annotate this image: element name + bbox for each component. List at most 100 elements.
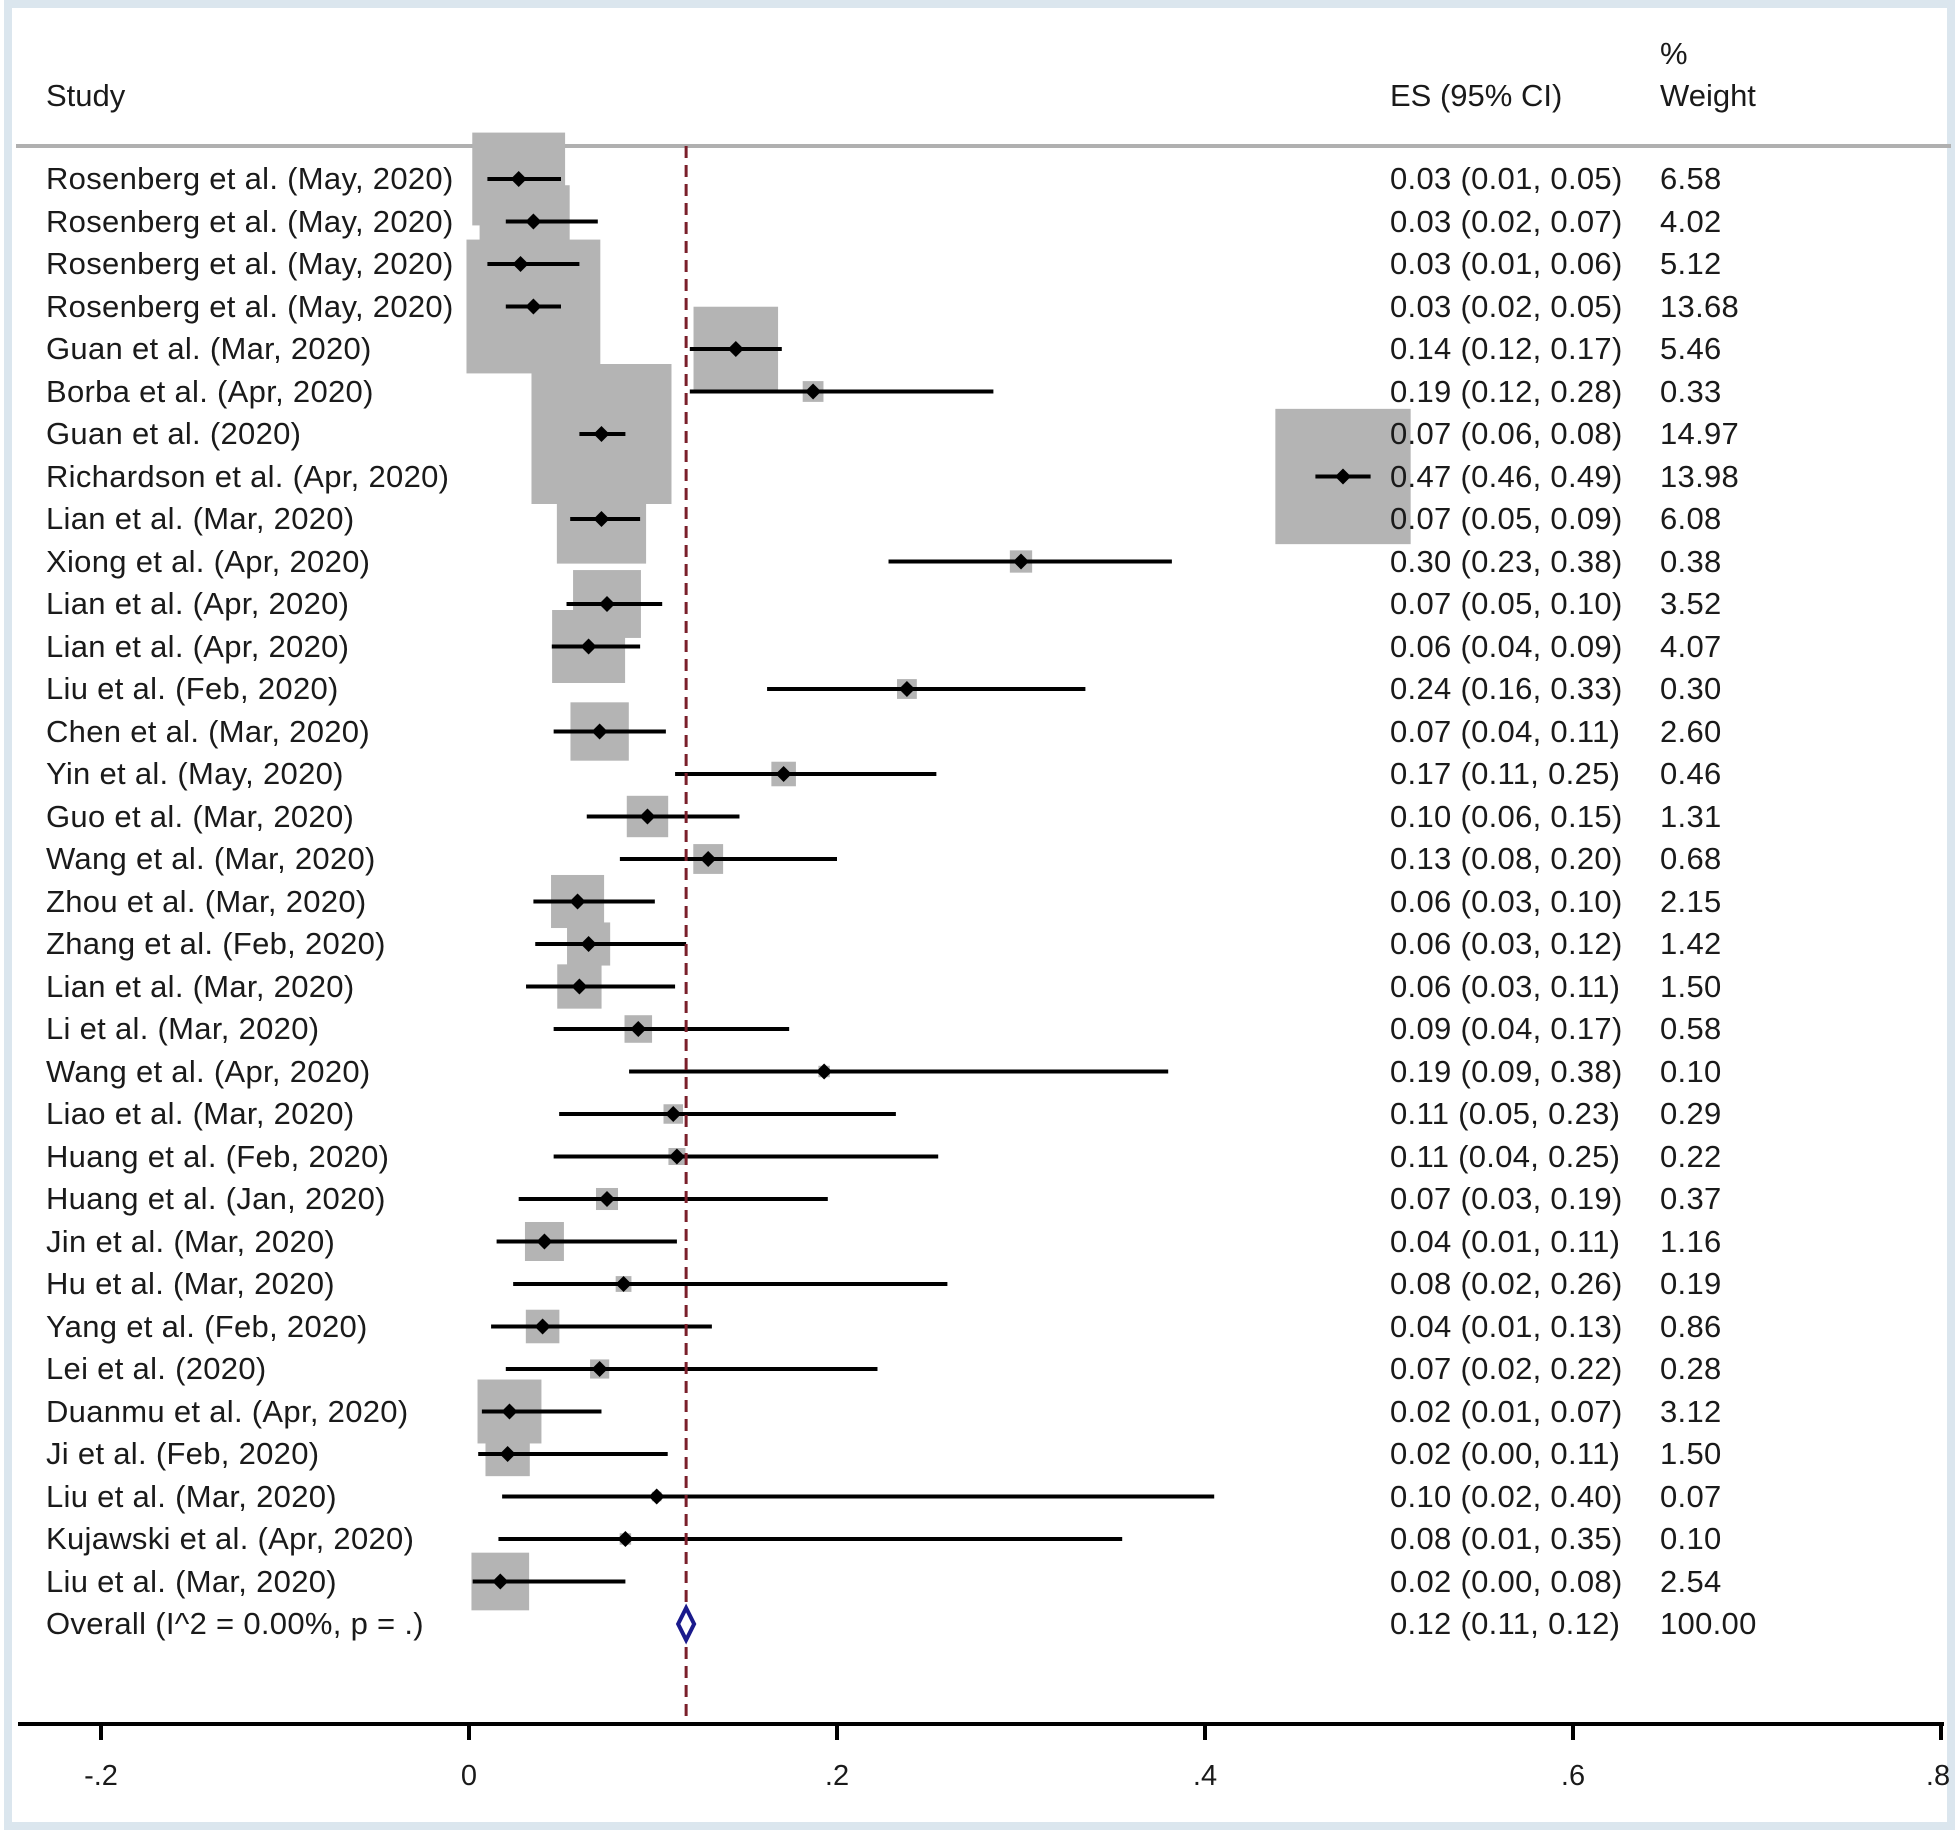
- study-label: Huang et al. (Feb, 2020): [46, 1138, 390, 1174]
- es-ci-text: 0.14 (0.12, 0.17): [1390, 331, 1623, 366]
- x-tick-label-3: .2: [824, 1760, 850, 1792]
- point-marker-21: [630, 1021, 647, 1037]
- es-ci-text: 0.02 (0.00, 0.11): [1390, 1436, 1621, 1471]
- es-ci-text: 0.11 (0.04, 0.25): [1390, 1138, 1621, 1174]
- study-label: Lei et al. (2020): [46, 1351, 267, 1386]
- weight-text: 13.68: [1660, 288, 1740, 324]
- x-tick-label-1: -.2: [84, 1760, 118, 1792]
- point-marker-1: [510, 171, 527, 187]
- weight-text: 0.10: [1660, 1053, 1722, 1089]
- study-label: Zhang et al. (Feb, 2020): [46, 926, 386, 961]
- point-marker-23: [665, 1106, 682, 1122]
- x-tick-label-2: 0: [460, 1760, 478, 1792]
- study-label: Liu et al. (Feb, 2020): [46, 671, 339, 706]
- study-label: Lian et al. (Mar, 2020): [46, 968, 355, 1004]
- point-marker-9: [593, 511, 610, 527]
- study-label: Guo et al. (Mar, 2020): [46, 798, 355, 834]
- weight-text: 0.07: [1660, 1478, 1722, 1514]
- es-ci-text: 0.09 (0.04, 0.17): [1390, 1011, 1623, 1046]
- study-label: Liu et al. (Mar, 2020): [46, 1478, 337, 1514]
- weight-text: 2.54: [1660, 1563, 1722, 1599]
- weight-text: 0.30: [1660, 671, 1722, 706]
- weight-text: 0.33: [1660, 373, 1722, 409]
- point-marker-18: [569, 893, 586, 910]
- weight-text: 6.08: [1660, 501, 1722, 536]
- es-ci-text: 0.06 (0.03, 0.10): [1390, 883, 1623, 919]
- point-marker-28: [534, 1318, 551, 1335]
- point-marker-6: [805, 383, 822, 400]
- study-label: Yang et al. (Feb, 2020): [46, 1308, 368, 1344]
- weight-text: 0.10: [1660, 1521, 1722, 1556]
- es-ci-text: 0.08 (0.02, 0.26): [1390, 1266, 1623, 1301]
- es-ci-text: 0.03 (0.01, 0.06): [1390, 246, 1623, 281]
- es-ci-text: 0.06 (0.03, 0.11): [1390, 968, 1621, 1004]
- point-marker-5: [727, 341, 744, 357]
- weight-text: 5.12: [1660, 246, 1722, 281]
- plot-border: [4, 0, 1955, 1830]
- header-study: Study: [46, 78, 126, 113]
- weight-text: 14.97: [1660, 416, 1740, 451]
- point-marker-22: [816, 1063, 833, 1080]
- point-marker-33: [617, 1531, 634, 1547]
- weight-text: 2.60: [1660, 713, 1722, 749]
- es-ci-text: 0.07 (0.04, 0.11): [1390, 713, 1621, 749]
- es-ci-text: 0.17 (0.11, 0.25): [1390, 756, 1621, 791]
- point-marker-29: [591, 1361, 608, 1377]
- point-marker-2: [525, 213, 542, 230]
- es-ci-text: 0.02 (0.01, 0.07): [1390, 1393, 1623, 1429]
- weight-text: 0.86: [1660, 1308, 1722, 1344]
- point-marker-25: [599, 1191, 615, 1207]
- weight-text: 0.68: [1660, 841, 1722, 876]
- study-label: Lian et al. (Mar, 2020): [46, 501, 355, 536]
- es-ci-text: 0.07 (0.05, 0.09): [1390, 501, 1623, 536]
- point-marker-12: [580, 638, 597, 655]
- point-marker-26: [536, 1233, 553, 1250]
- overall-label: Overall (I^2 = 0.00%, p = .): [46, 1606, 424, 1641]
- weight-text: 6.58: [1660, 161, 1722, 196]
- study-label: Jin et al. (Mar, 2020): [46, 1223, 336, 1259]
- weight-text: 1.50: [1660, 968, 1722, 1004]
- x-tick-label-4: .4: [1192, 1760, 1218, 1792]
- study-label: Xiong et al. (Apr, 2020): [46, 543, 371, 579]
- es-ci-text: 0.19 (0.12, 0.28): [1390, 373, 1623, 409]
- weight-text: 1.31: [1660, 798, 1722, 834]
- es-ci-text: 0.03 (0.02, 0.07): [1390, 203, 1623, 239]
- study-label: Hu et al. (Mar, 2020): [46, 1266, 335, 1301]
- weight-text: 13.98: [1660, 458, 1740, 494]
- point-marker-31: [499, 1446, 516, 1462]
- point-marker-19: [580, 936, 597, 952]
- weight-text: 0.28: [1660, 1351, 1722, 1386]
- es-ci-text: 0.13 (0.08, 0.20): [1390, 841, 1623, 876]
- es-ci-text: 0.03 (0.01, 0.05): [1390, 161, 1623, 196]
- weight-text: 0.22: [1660, 1138, 1722, 1174]
- point-marker-16: [639, 808, 656, 825]
- es-ci-text: 0.07 (0.06, 0.08): [1390, 416, 1623, 451]
- es-ci-text: 0.10 (0.06, 0.15): [1390, 798, 1623, 834]
- es-ci-text: 0.24 (0.16, 0.33): [1390, 671, 1623, 706]
- overall-es-ci-text: 0.12 (0.11, 0.12): [1390, 1606, 1621, 1641]
- point-marker-7: [593, 426, 610, 442]
- x-tick-label-5: .6: [1560, 1760, 1586, 1792]
- study-label: Zhou et al. (Mar, 2020): [46, 883, 367, 919]
- point-marker-34: [492, 1573, 509, 1590]
- overall-diamond: [675, 1603, 697, 1645]
- point-marker-15: [775, 766, 792, 782]
- study-label: Richardson et al. (Apr, 2020): [46, 458, 450, 494]
- weight-text: 1.50: [1660, 1436, 1722, 1471]
- study-label: Liu et al. (Mar, 2020): [46, 1563, 337, 1599]
- study-label: Wang et al. (Mar, 2020): [46, 841, 376, 876]
- point-marker-3: [512, 256, 529, 272]
- study-label: Lian et al. (Apr, 2020): [46, 586, 350, 621]
- weight-text: 2.15: [1660, 883, 1722, 919]
- study-label: Ji et al. (Feb, 2020): [46, 1436, 320, 1471]
- point-marker-32: [648, 1488, 665, 1505]
- weight-text: 0.46: [1660, 756, 1722, 791]
- header-es: ES (95% CI): [1390, 78, 1563, 113]
- weight-text: 0.29: [1660, 1096, 1722, 1131]
- point-marker-4: [525, 298, 542, 315]
- study-label: Borba et al. (Apr, 2020): [46, 373, 374, 409]
- weight-text: 3.52: [1660, 586, 1722, 621]
- x-tick-label-6: .8: [1925, 1760, 1951, 1792]
- weight-text: 0.19: [1660, 1266, 1722, 1301]
